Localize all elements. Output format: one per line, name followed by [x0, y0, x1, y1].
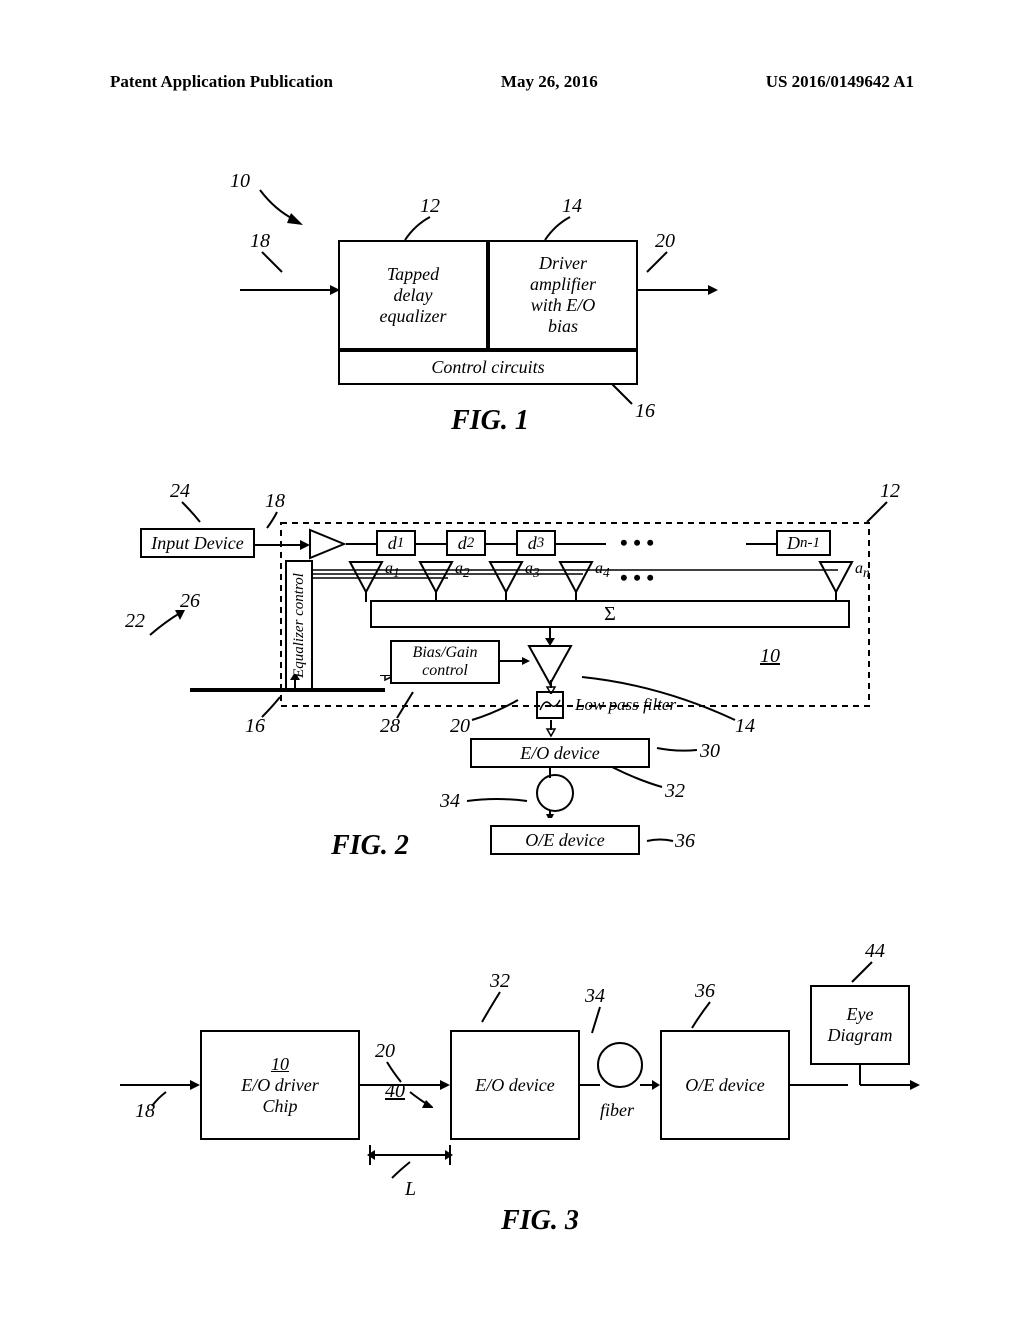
leader-32: [610, 765, 665, 790]
leader-34b: [590, 1005, 610, 1035]
leader-16: [610, 382, 640, 407]
fiber-label: fiber: [600, 1100, 634, 1121]
leader-22: [145, 610, 185, 640]
input-buffer-tri: [308, 528, 348, 560]
amp-to-lpf: [545, 680, 557, 694]
ref-10b: 10: [760, 645, 780, 668]
leader-10: [255, 185, 305, 225]
input-device-box: Input Device: [140, 528, 255, 558]
header-center: May 26, 2016: [501, 72, 598, 92]
ref-10: 10: [230, 170, 250, 193]
delay-dots: • • •: [620, 530, 654, 556]
leader-30: [655, 740, 700, 760]
ref-36: 36: [675, 830, 695, 853]
lpf-to-eo: [545, 720, 557, 738]
sigma-box: Σ: [370, 600, 850, 628]
bias-to-amp: [500, 655, 530, 667]
input-arrow: [240, 280, 340, 300]
eye-diagram-box: Eye Diagram: [810, 985, 910, 1065]
leader-14b: [580, 675, 740, 725]
bias-gain-box: Bias/Gain control: [390, 640, 500, 684]
lpf-symbol: [535, 690, 565, 720]
ref-26: 26: [180, 590, 200, 613]
fig2-label: FIG. 2: [270, 830, 470, 862]
figure-2: 24 18 12 Input Device d1 d2 d3 • • • Dn-…: [110, 480, 910, 900]
eq-control-lines: [313, 568, 843, 580]
tap-to-sigma: [346, 592, 866, 604]
fig1-label: FIG. 1: [390, 405, 590, 437]
oe-device-box-f3: O/E device: [660, 1030, 790, 1140]
eo-device-box-f3: E/O device: [450, 1030, 580, 1140]
leader-34: [465, 795, 530, 807]
ref-40: 40: [385, 1080, 405, 1103]
leader-24: [180, 500, 205, 525]
leader-18c: [150, 1090, 170, 1108]
delay-d1: d1: [376, 530, 416, 556]
ref-22: 22: [125, 610, 145, 633]
ref-32: 32: [665, 780, 685, 803]
oe-device-box: O/E device: [490, 825, 640, 855]
leader-20: [645, 250, 675, 275]
leader-32b: [480, 990, 505, 1025]
leader-36: [645, 835, 675, 847]
input-to-tri: [255, 535, 310, 555]
leader-16b: [260, 695, 285, 720]
fiber-loop-f3: [580, 1035, 660, 1105]
figure-3: 44 32 34 36 18 10 E/O driver Chip 20 40 …: [110, 940, 930, 1270]
delay-d3: d3: [516, 530, 556, 556]
L-label: L: [405, 1178, 416, 1201]
eo-driver-chip-box: 10 E/O driver Chip: [200, 1030, 360, 1140]
box-equalizer: Tapped delay equalizer: [338, 240, 488, 350]
leader-44: [850, 960, 875, 985]
feedback-bus: [190, 675, 390, 705]
leader-28: [395, 690, 420, 720]
leader-L: [390, 1160, 415, 1180]
eo-device-box: E/O device: [470, 738, 650, 768]
eye-out-arrow2: [860, 1077, 920, 1097]
box-control: Control circuits: [338, 350, 638, 385]
box-amplifier: Driver amplifier with E/O bias: [488, 240, 638, 350]
equalizer-control-box: Equalizer control: [285, 560, 313, 690]
patent-header: Patent Application Publication May 26, 2…: [0, 72, 1024, 92]
ref-20b: 20: [450, 715, 470, 738]
delay-d2: d2: [446, 530, 486, 556]
leader-40: [408, 1090, 433, 1108]
figure-1: 10 12 14 18 20 Tapped delay equalizer Dr…: [220, 170, 780, 460]
ref-30: 30: [700, 740, 720, 763]
fiber-loop: [530, 768, 580, 818]
fig3-label: FIG. 3: [440, 1205, 640, 1237]
leader-20b: [470, 698, 520, 723]
header-left: Patent Application Publication: [110, 72, 333, 92]
leader-36b: [690, 1000, 715, 1030]
ref-34: 34: [440, 790, 460, 813]
driver-to-eo: [360, 1075, 450, 1095]
header-right: US 2016/0149642 A1: [766, 72, 914, 92]
oe-to-eye: [790, 1075, 850, 1095]
leader-18: [260, 250, 290, 275]
an-label: an: [855, 560, 870, 581]
output-arrow: [638, 280, 718, 300]
delay-dn: Dn-1: [776, 530, 831, 556]
